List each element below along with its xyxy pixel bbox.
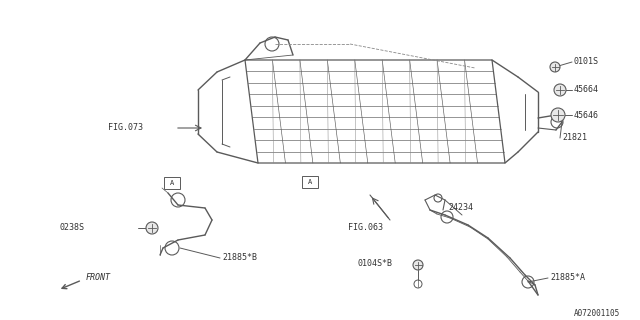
Circle shape xyxy=(413,260,423,270)
Text: 21885*A: 21885*A xyxy=(550,274,585,283)
Circle shape xyxy=(554,84,566,96)
Text: 45664: 45664 xyxy=(574,85,599,94)
Text: A: A xyxy=(308,179,312,185)
Text: FIG.073: FIG.073 xyxy=(108,124,143,132)
Text: FIG.063: FIG.063 xyxy=(348,223,383,233)
Text: 24234: 24234 xyxy=(448,203,473,212)
Text: 0238S: 0238S xyxy=(60,223,85,233)
Text: 45646: 45646 xyxy=(574,110,599,119)
Text: 0101S: 0101S xyxy=(574,58,599,67)
Circle shape xyxy=(551,108,565,122)
Circle shape xyxy=(550,62,560,72)
Text: 0104S*B: 0104S*B xyxy=(358,259,393,268)
Text: 21821: 21821 xyxy=(562,133,587,142)
Text: FRONT: FRONT xyxy=(86,274,111,283)
Circle shape xyxy=(146,222,158,234)
Text: A: A xyxy=(170,180,174,186)
Text: 21885*B: 21885*B xyxy=(222,253,257,262)
Text: A072001105: A072001105 xyxy=(573,308,620,317)
